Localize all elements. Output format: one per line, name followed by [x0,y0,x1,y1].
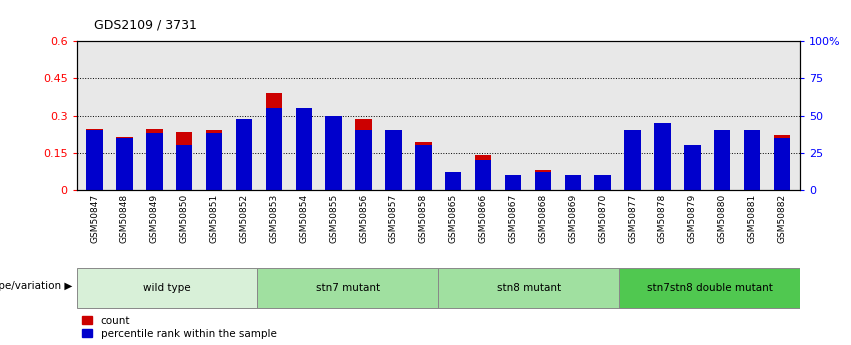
Bar [475,160,491,190]
Bar [445,172,461,190]
Bar [505,175,521,190]
Bar [564,175,581,190]
Bar [117,137,133,190]
Bar [325,116,342,190]
Text: GSM50867: GSM50867 [509,194,517,243]
Text: GSM50850: GSM50850 [180,194,189,243]
Text: GSM50851: GSM50851 [209,194,219,243]
Bar [325,122,342,190]
Bar [386,130,402,190]
Bar [117,138,133,190]
Text: GSM50869: GSM50869 [568,194,577,243]
Bar [654,128,671,190]
Bar [176,132,192,190]
Text: GSM50847: GSM50847 [90,194,99,243]
Text: GSM50878: GSM50878 [658,194,667,243]
Bar [356,130,372,190]
Bar [206,130,222,190]
Bar [415,145,431,190]
Bar [654,123,671,190]
Bar [595,175,611,190]
Bar [684,145,700,190]
Bar [86,129,103,190]
Bar [534,170,551,190]
Bar [295,108,312,190]
Bar [445,175,461,190]
Bar [595,175,611,190]
Bar [356,119,372,190]
Bar [236,119,252,190]
Text: GSM50849: GSM50849 [150,194,159,243]
Text: GSM50870: GSM50870 [598,194,607,243]
Bar [266,93,282,190]
Bar [266,108,282,190]
Bar [206,134,222,190]
Bar [744,137,760,190]
Text: GSM50855: GSM50855 [329,194,338,243]
Bar [386,130,402,190]
Bar [295,108,312,190]
Bar [505,176,521,190]
Text: GSM50853: GSM50853 [270,194,278,243]
Text: genotype/variation ▶: genotype/variation ▶ [0,281,72,291]
Bar [438,268,619,308]
Bar [534,172,551,190]
Bar [684,150,700,190]
Bar [774,135,791,190]
Bar [77,268,257,308]
Text: stn7 mutant: stn7 mutant [316,283,380,293]
Bar [625,130,641,190]
Bar [564,176,581,190]
Text: wild type: wild type [143,283,191,293]
Bar [146,129,163,190]
Bar [146,134,163,190]
Bar [744,130,760,190]
Legend: count, percentile rank within the sample: count, percentile rank within the sample [82,316,277,339]
Text: GSM50854: GSM50854 [300,194,308,243]
Text: GSM50858: GSM50858 [419,194,428,243]
Bar [774,138,791,190]
Text: stn7stn8 double mutant: stn7stn8 double mutant [647,283,773,293]
Bar [236,123,252,190]
Text: GSM50866: GSM50866 [478,194,488,243]
Bar [415,141,431,190]
Bar [714,130,730,190]
Text: GDS2109 / 3731: GDS2109 / 3731 [94,18,197,31]
Text: GSM50880: GSM50880 [717,194,727,243]
Text: GSM50868: GSM50868 [539,194,547,243]
Text: GSM50856: GSM50856 [359,194,368,243]
Bar [620,268,800,308]
Bar [176,145,192,190]
Bar [625,130,641,190]
Bar [257,268,438,308]
Text: GSM50865: GSM50865 [448,194,458,243]
Text: GSM50881: GSM50881 [748,194,757,243]
Bar [475,155,491,190]
Text: stn8 mutant: stn8 mutant [497,283,561,293]
Bar [86,130,103,190]
Text: GSM50879: GSM50879 [688,194,697,243]
Text: GSM50852: GSM50852 [239,194,248,243]
Text: GSM50882: GSM50882 [778,194,786,243]
Text: GSM50857: GSM50857 [389,194,398,243]
Text: GSM50877: GSM50877 [628,194,637,243]
Text: GSM50848: GSM50848 [120,194,129,243]
Bar [714,140,730,190]
